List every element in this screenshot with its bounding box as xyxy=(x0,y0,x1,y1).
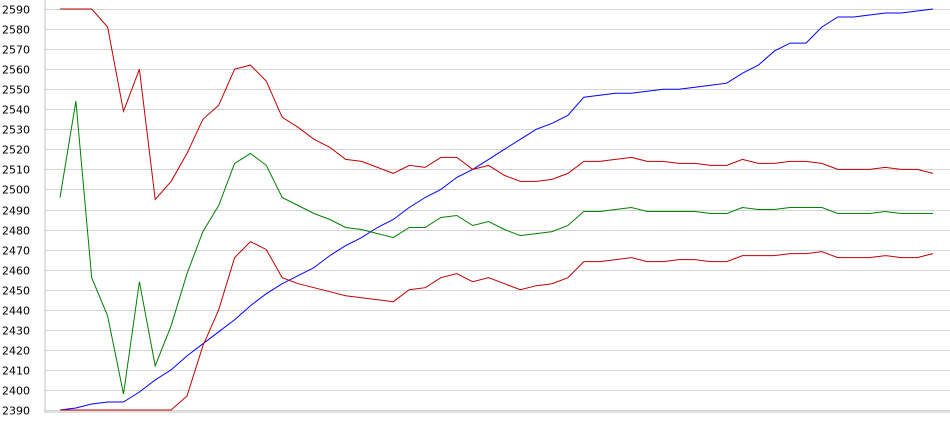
y-tick-label: 2540 xyxy=(2,104,30,117)
gridlines xyxy=(45,9,950,411)
y-tick-label: 2490 xyxy=(2,205,30,218)
y-tick-label: 2480 xyxy=(2,225,30,238)
y-tick-label: 2510 xyxy=(2,164,30,177)
y-tick-label: 2420 xyxy=(2,345,30,358)
series-line-3 xyxy=(59,101,933,395)
y-tick-label: 2500 xyxy=(2,184,30,197)
y-tick-label: 2460 xyxy=(2,265,30,278)
series-line-1 xyxy=(59,8,934,411)
y-tick-label: 2570 xyxy=(2,44,30,57)
y-tick-label: 2410 xyxy=(2,365,30,378)
y-tick-label: 2450 xyxy=(2,285,30,298)
series-line-2 xyxy=(60,8,934,201)
y-tick-label: 2530 xyxy=(2,124,30,137)
y-tick-label: 2430 xyxy=(2,325,30,338)
y-tick-label: 2440 xyxy=(2,305,30,318)
axes xyxy=(44,0,950,413)
y-tick-label: 2400 xyxy=(2,385,30,398)
y-tick-label: 2580 xyxy=(2,24,30,37)
y-tick-label: 2520 xyxy=(2,144,30,157)
series-lines xyxy=(59,8,934,411)
series-line-4 xyxy=(60,240,934,411)
y-tick-label: 2590 xyxy=(2,4,30,17)
y-tick-label: 2550 xyxy=(2,84,30,97)
y-tick-label: 2560 xyxy=(2,64,30,77)
y-tick-label: 2390 xyxy=(2,405,30,418)
y-tick-labels: 2590 2580 2570 2560 2550 2540 2530 2520 2510 2500… xyxy=(2,4,30,418)
y-tick-label: 2470 xyxy=(2,245,30,258)
